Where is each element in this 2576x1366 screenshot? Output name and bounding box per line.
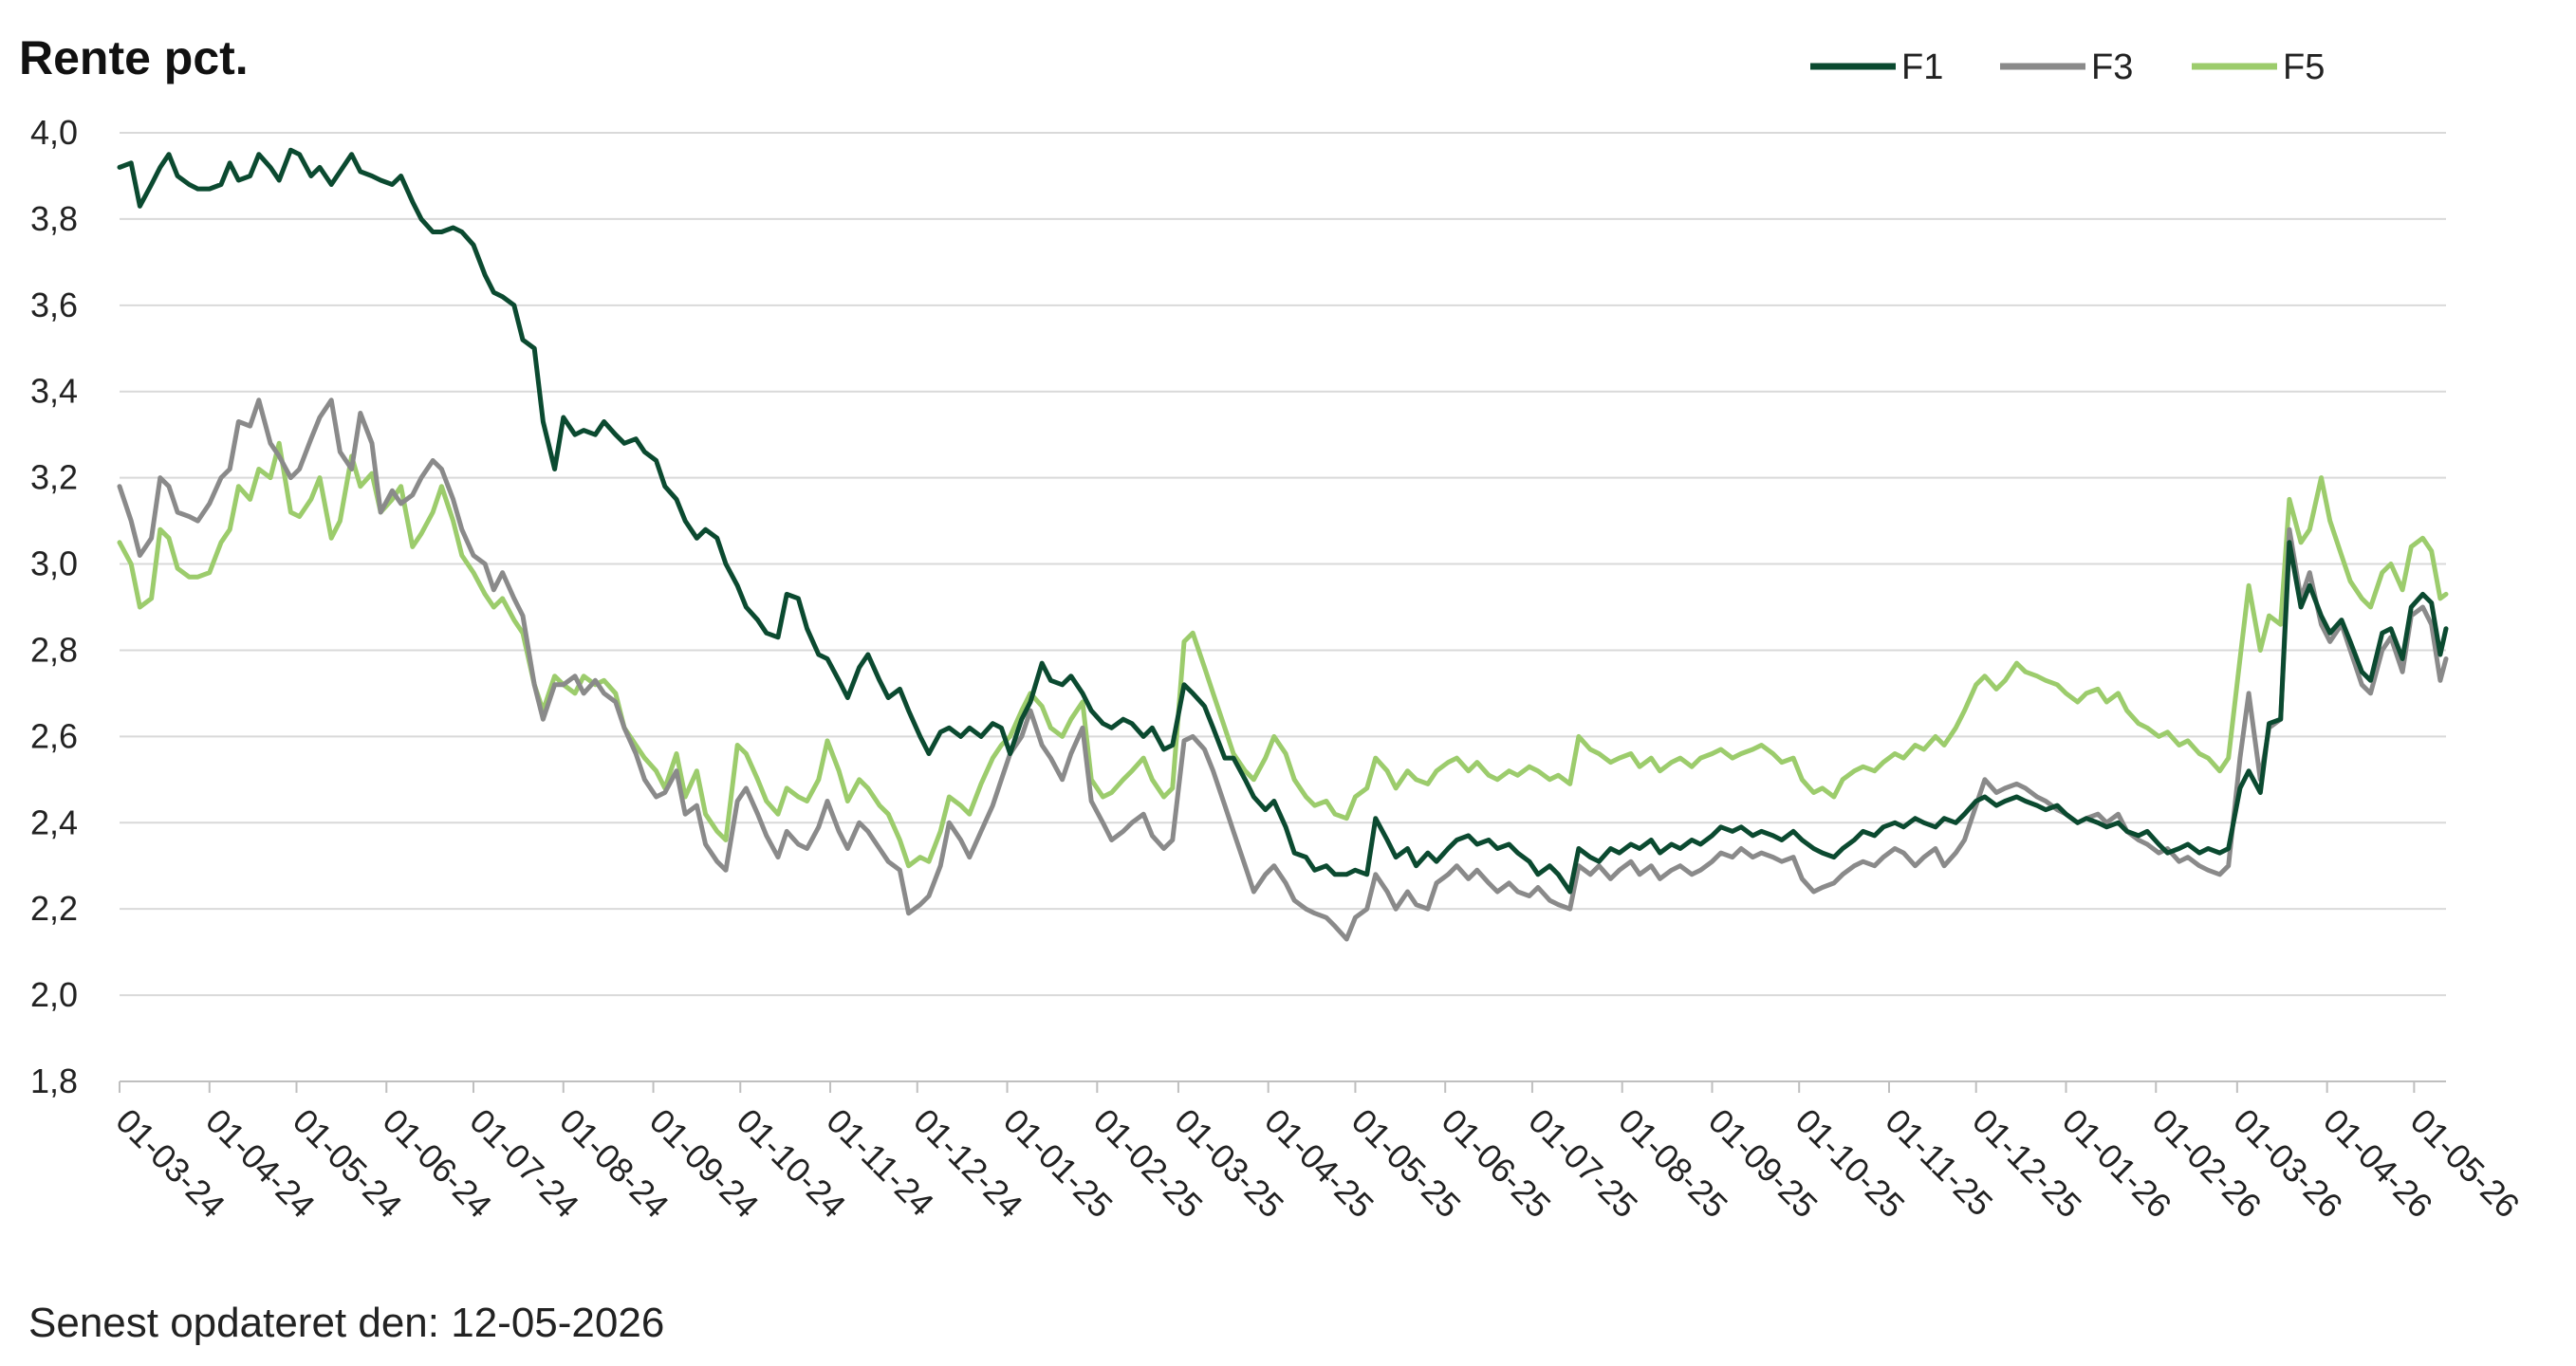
y-tick-label: 2,4 — [30, 803, 78, 841]
x-axis: 01-03-2401-04-2401-05-2401-06-2401-07-24… — [108, 1080, 2528, 1226]
y-tick-label: 2,2 — [30, 889, 78, 928]
y-tick-label: 4,0 — [30, 113, 78, 152]
y-tick-label: 3,4 — [30, 372, 78, 411]
legend-label-f1: F1 — [1901, 47, 1943, 87]
y-tick-label: 3,0 — [30, 545, 78, 583]
last-updated-label: Senest opdateret den: — [28, 1300, 439, 1346]
legend: F1 F3 F5 — [1810, 47, 2325, 87]
y-tick-label: 3,6 — [30, 286, 78, 324]
series-line-f5 — [117, 440, 2449, 869]
last-updated: Senest opdateret den: 12-05-2026 — [28, 1300, 664, 1347]
series-line-f3 — [117, 397, 2449, 942]
legend-label-f5: F5 — [2283, 47, 2325, 87]
y-axis-tick-labels: 4,0 3,8 3,6 3,4 3,2 3,0 2,8 2,6 2,4 2,2 2,0 1,8 — [30, 113, 78, 1100]
series-line-f1 — [117, 147, 2449, 895]
last-updated-date: 12-05-2026 — [451, 1300, 665, 1346]
y-tick-label: 2,0 — [30, 975, 78, 1014]
y-tick-label: 2,6 — [30, 716, 78, 755]
y-axis-title: Rente pct. — [19, 31, 249, 84]
y-tick-label: 3,2 — [30, 458, 78, 497]
legend-label-f3: F3 — [2091, 47, 2133, 87]
y-tick-label: 3,8 — [30, 199, 78, 238]
y-tick-label: 1,8 — [30, 1061, 78, 1100]
series-lines — [117, 147, 2449, 942]
y-tick-label: 2,8 — [30, 630, 78, 669]
